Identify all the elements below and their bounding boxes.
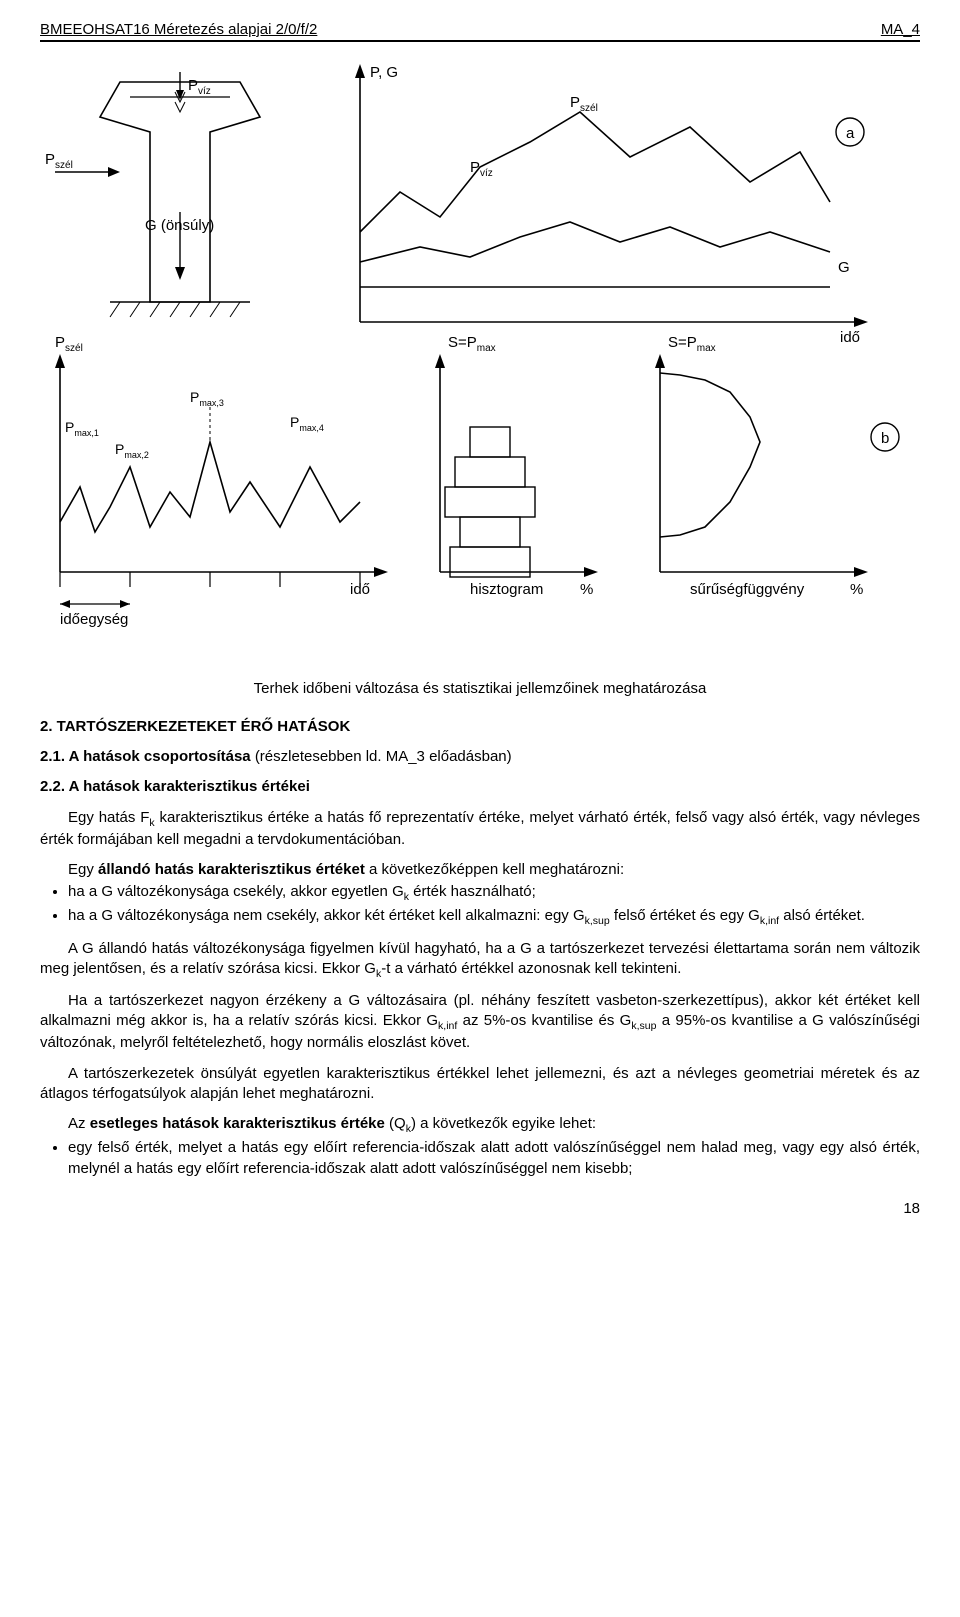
p6d: ) a következők egyike lehet: — [411, 1115, 596, 1132]
svg-text:időegység: időegység — [60, 611, 128, 628]
section-2.2-title: 2.2. A hatások karakterisztikus értékei — [40, 777, 920, 797]
b2c: alsó értéket. — [779, 907, 865, 924]
svg-text:b: b — [881, 430, 889, 447]
svg-text:Pvíz: Pvíz — [188, 77, 211, 97]
section-2.1: 2.1. A hatások csoportosítása (részletes… — [40, 747, 920, 767]
svg-text:a: a — [846, 125, 855, 142]
figure-caption: Terhek időbeni változása és statisztikai… — [40, 679, 920, 699]
b2a: ha a G változékonysága nem csekély, akko… — [68, 907, 585, 924]
svg-text:hisztogram: hisztogram — [470, 581, 543, 598]
para-5: A tartószerkezetek önsúlyát egyetlen kar… — [40, 1064, 920, 1105]
b2s2: k,inf — [760, 915, 779, 927]
svg-text:Pmax,4: Pmax,4 — [290, 414, 324, 433]
bullet-list-1: ha a G változékonysága csekély, akkor eg… — [68, 882, 920, 928]
p2b: állandó hatás karakterisztikus értéket — [98, 861, 365, 878]
p3b: -t a várható értékkel azonosnak kell tek… — [381, 960, 681, 977]
sec21-note: (részletesebben ld. MA_3 előadásban) — [255, 748, 512, 765]
tower-diagram: Pvíz Pszél G (önsúly) — [45, 72, 260, 317]
p4b: az 5%-os kvantilise és G — [457, 1012, 631, 1029]
bullet-2: ha a G változékonysága nem csekély, akko… — [68, 906, 920, 928]
p6c: (Q — [385, 1115, 406, 1132]
panel-a: P, G idő a G Pszél Pvíz — [355, 64, 868, 346]
panel-b-mid: S=Pmax hisztogram % — [435, 334, 598, 598]
page-number: 18 — [40, 1199, 920, 1219]
p6a: Az — [68, 1115, 90, 1132]
para-6: Az esetleges hatások karakterisztikus ér… — [40, 1114, 920, 1136]
section-2-title: 2. TARTÓSZERKEZETEKET ÉRŐ HATÁSOK — [40, 717, 920, 737]
diagram-svg: Pvíz Pszél G (önsúly) P, G idő a G Pszél… — [40, 52, 920, 652]
bullet-1: ha a G változékonysága csekély, akkor eg… — [68, 882, 920, 904]
b2b: felső értéket és egy G — [610, 907, 760, 924]
para-2-lead: Egy állandó hatás karakterisztikus érték… — [40, 860, 920, 880]
b2s1: k,sup — [585, 915, 610, 927]
svg-text:idő: idő — [840, 329, 860, 346]
bullet-3: egy felső érték, melyet a hatás egy előí… — [68, 1138, 920, 1179]
p2c: a következőképpen kell meghatározni: — [365, 861, 624, 878]
svg-text:G (önsúly): G (önsúly) — [145, 217, 214, 234]
sec21-title: 2.1. A hatások csoportosítása — [40, 748, 255, 765]
header-right: MA_4 — [881, 20, 920, 40]
para1-a: Egy hatás F — [68, 809, 149, 826]
svg-text:%: % — [850, 581, 863, 598]
p2a: Egy — [68, 861, 98, 878]
svg-text:S=Pmax: S=Pmax — [448, 334, 496, 354]
svg-text:Pszél: Pszél — [45, 151, 73, 171]
p6b: esetleges hatások karakterisztikus érték… — [90, 1115, 385, 1132]
svg-text:P, G: P, G — [370, 64, 398, 81]
para-1: Egy hatás Fk karakterisztikus értéke a h… — [40, 808, 920, 850]
para-3: A G állandó hatás változékonysága figyel… — [40, 939, 920, 981]
svg-text:Pszél: Pszél — [55, 334, 83, 354]
svg-text:Pmax,1: Pmax,1 — [65, 419, 99, 438]
svg-text:%: % — [580, 581, 593, 598]
b1b: érték használható; — [409, 883, 536, 900]
page-header: BMEEOHSAT16 Méretezés alapjai 2/0/f/2 MA… — [40, 20, 920, 42]
svg-text:S=Pmax: S=Pmax — [668, 334, 716, 354]
panel-b-right: S=Pmax sűrűségfüggvény % b — [655, 334, 899, 598]
header-left: BMEEOHSAT16 Méretezés alapjai 2/0/f/2 — [40, 20, 317, 40]
p4s1: k,inf — [438, 1020, 457, 1032]
b1a: ha a G változékonysága csekély, akkor eg… — [68, 883, 404, 900]
para-4: Ha a tartószerkezet nagyon érzékeny a G … — [40, 991, 920, 1054]
p4s2: k,sup — [631, 1020, 656, 1032]
panel-b-left: Pszél idő Pmax,1 Pmax,2 Pmax,3 Pmax,4 id… — [55, 334, 388, 628]
svg-text:Pmax,2: Pmax,2 — [115, 441, 149, 460]
bullet-list-2: egy felső érték, melyet a hatás egy előí… — [68, 1138, 920, 1179]
figure-block: Pvíz Pszél G (önsúly) P, G idő a G Pszél… — [40, 52, 920, 658]
svg-text:Pmax,3: Pmax,3 — [190, 389, 224, 408]
svg-text:G: G — [838, 259, 850, 276]
para1-b: karakterisztikus értéke a hatás fő repre… — [40, 809, 920, 848]
svg-text:sűrűségfüggvény: sűrűségfüggvény — [690, 581, 805, 598]
svg-text:Pszél: Pszél — [570, 94, 598, 114]
